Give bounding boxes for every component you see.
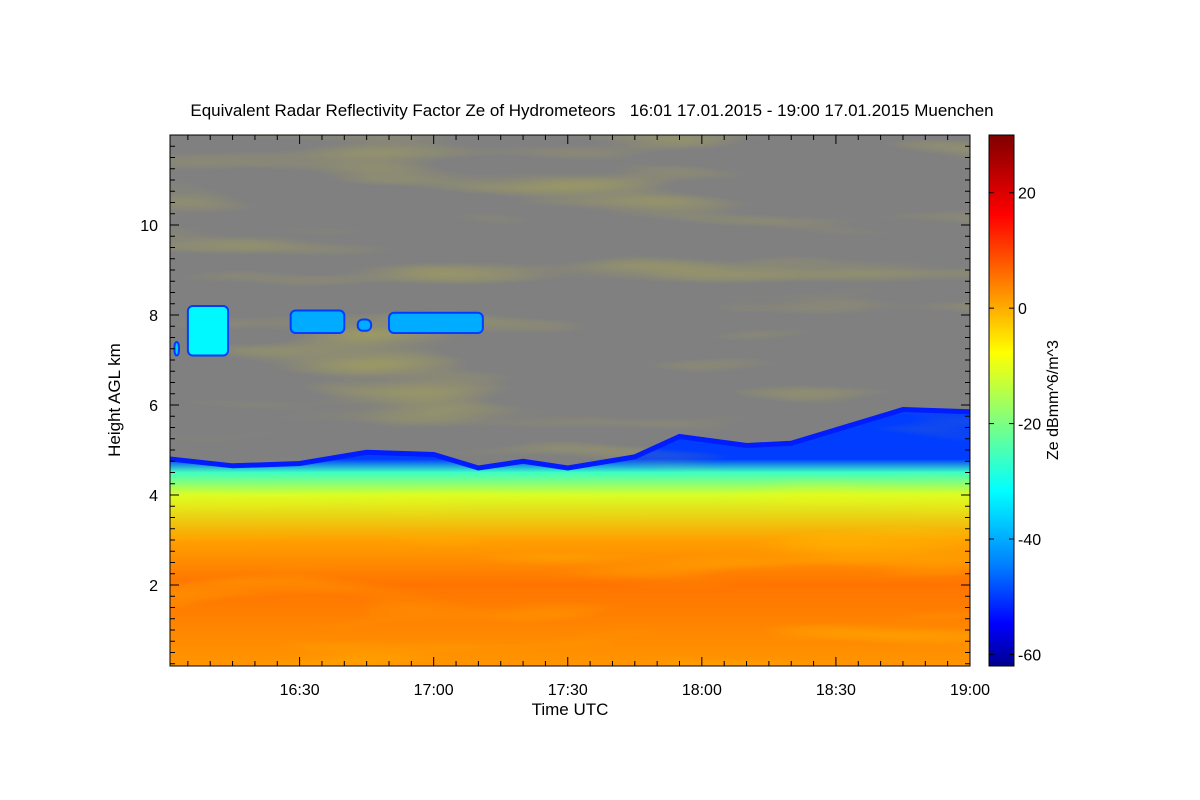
- plot-area: [170, 135, 970, 666]
- y-tick-label: 4: [149, 488, 158, 505]
- cirrus-patch-1: [173, 341, 180, 357]
- x-axis-label: Time UTC: [532, 700, 609, 719]
- x-tick-label: 17:30: [548, 682, 588, 699]
- y-axis-label: Height AGL km: [105, 343, 124, 457]
- cirrus-patch-4: [356, 318, 373, 332]
- cirrus-layer: [173, 305, 484, 357]
- colorbar-tick-label: 20: [1018, 186, 1036, 203]
- x-axis: 16:30 17:00 17:30 18:00 18:30 19:00: [187, 135, 990, 699]
- chart-title: Equivalent Radar Reflectivity Factor Ze …: [190, 101, 993, 120]
- colorbar-ticks: -60 -40 -20 0 20: [989, 186, 1041, 664]
- colorbar-label: Ze dBmm^6/m^3: [1045, 340, 1062, 460]
- colorbar: [988, 134, 1015, 667]
- x-tick-label: 19:00: [950, 682, 990, 699]
- colorbar-tick-label: -40: [1018, 532, 1041, 549]
- colorbar-tick-label: -20: [1018, 417, 1041, 434]
- colorbar-tick-label: 0: [1018, 301, 1027, 318]
- cirrus-patch-3: [289, 309, 346, 334]
- y-tick-label: 8: [149, 308, 158, 325]
- plot-frame: [169, 134, 971, 667]
- x-tick-label: 17:00: [414, 682, 454, 699]
- x-tick-label: 16:30: [280, 682, 320, 699]
- cirrus-patch-5: [387, 311, 484, 334]
- cirrus-patch-2: [186, 305, 230, 357]
- x-tick-label: 18:30: [816, 682, 856, 699]
- x-tick-label: 18:00: [682, 682, 722, 699]
- colorbar-tick-label: -60: [1018, 647, 1041, 664]
- fall-streak-texture: [170, 135, 970, 666]
- y-tick-label: 10: [140, 218, 158, 235]
- y-tick-label: 6: [149, 398, 158, 415]
- y-axis: 2 4 6 8 10: [140, 134, 970, 665]
- y-tick-label: 2: [149, 578, 158, 595]
- echo-top-edge: [170, 406, 970, 471]
